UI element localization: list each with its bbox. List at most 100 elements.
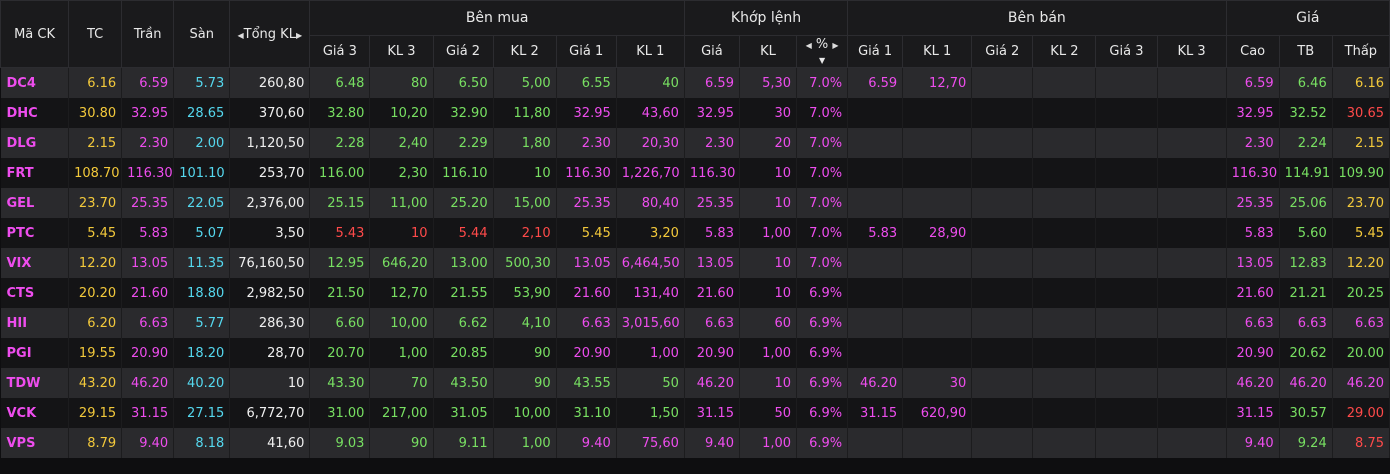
table-row[interactable]: CTS 20.20 21.60 18.80 2,982,50 21.50 12,70 21.5… xyxy=(0,278,1390,308)
stock-symbol[interactable]: VIX xyxy=(0,248,70,278)
price-board: Mã CK TC Trần Sàn ◀Tổng KL▶ Bên mua Khớp… xyxy=(0,0,1390,458)
caret-left-icon[interactable]: ◀ xyxy=(237,30,244,40)
stock-symbol[interactable]: DHC xyxy=(0,98,70,128)
stock-symbol[interactable]: VPS xyxy=(0,428,70,458)
ask-price-2 xyxy=(971,67,1034,98)
header-floor[interactable]: Sàn xyxy=(173,0,231,68)
table-row[interactable]: DLG 2.15 2.30 2.00 1,120,50 2.28 2,40 2.29 1,80 2… xyxy=(0,128,1390,158)
total-volume: 76,160,50 xyxy=(229,248,311,278)
ask-price-2 xyxy=(971,248,1034,278)
match-percent: 6.9% xyxy=(796,368,849,398)
caret-left-icon[interactable]: ◀ xyxy=(805,40,812,50)
table-row[interactable]: VCK 29.15 31.15 27.15 6,772,70 31.00 217,00 31.… xyxy=(0,398,1390,428)
match-price: 116.30 xyxy=(684,158,740,188)
bid-volume-2: 4,10 xyxy=(493,308,557,338)
ask-price-1 xyxy=(847,278,904,308)
stock-symbol[interactable]: DC4 xyxy=(0,67,70,98)
table-row[interactable]: DC4 6.16 6.59 5.73 260,80 6.48 80 6.50 5,00 6.55 4… xyxy=(0,67,1390,98)
bid-price-1: 5.45 xyxy=(556,218,617,248)
stock-symbol[interactable]: PGI xyxy=(0,338,70,368)
table-row[interactable]: VPS 8.79 9.40 8.18 41,60 9.03 90 9.11 1,00 9.40 75… xyxy=(0,428,1390,458)
stock-symbol[interactable]: PTC xyxy=(0,218,70,248)
high-price: 31.15 xyxy=(1226,398,1280,428)
ceiling-price: 6.63 xyxy=(121,308,175,338)
reference-price: 30.80 xyxy=(68,98,123,128)
table-row[interactable]: TDW 43.20 46.20 40.20 10 43.30 70 43.50 90 43.55 5… xyxy=(0,368,1390,398)
bid-price-3: 12.95 xyxy=(309,248,371,278)
bid-price-1: 20.90 xyxy=(556,338,617,368)
table-row[interactable]: VIX 12.20 13.05 11.35 76,160,50 12.95 646,20 13… xyxy=(0,248,1390,278)
bid-volume-1: 75,60 xyxy=(616,428,685,458)
sort-down-icon[interactable]: ▼ xyxy=(818,55,826,65)
low-price: 12.20 xyxy=(1332,248,1390,278)
bid-volume-3: 80 xyxy=(369,67,434,98)
caret-right-icon[interactable]: ▶ xyxy=(295,30,303,40)
header-buy-group: Bên mua xyxy=(309,0,685,36)
high-price: 46.20 xyxy=(1226,368,1280,398)
bid-volume-1: 80,40 xyxy=(616,188,685,218)
table-row[interactable]: GEL 23.70 25.35 22.05 2,376,00 25.15 11,00 25.2… xyxy=(0,188,1390,218)
average-price: 9.24 xyxy=(1279,428,1333,458)
total-volume: 2,982,50 xyxy=(229,278,311,308)
match-volume: 10 xyxy=(739,248,798,278)
ask-price-1 xyxy=(847,188,904,218)
table-row[interactable]: FRT 108.70 116.30 101.10 253,70 116.00 2,30 116… xyxy=(0,158,1390,188)
total-volume: 10 xyxy=(229,368,311,398)
header-sell-group: Bên bán xyxy=(847,0,1227,36)
bid-price-2: 2.29 xyxy=(433,128,494,158)
average-price: 114.91 xyxy=(1279,158,1333,188)
header-match-percent[interactable]: ◀ % ▶ ▼ xyxy=(796,35,849,68)
stock-symbol[interactable]: FRT xyxy=(0,158,70,188)
match-volume: 20 xyxy=(739,128,798,158)
ask-price-3 xyxy=(1095,128,1158,158)
table-row[interactable]: HII 6.20 6.63 5.77 286,30 6.60 10,00 6.62 4,10 6.… xyxy=(0,308,1390,338)
header-sell-col: KL 3 xyxy=(1156,35,1227,68)
bid-volume-2: 90 xyxy=(493,368,557,398)
bid-price-2: 32.90 xyxy=(433,98,494,128)
header-total-volume[interactable]: ◀Tổng KL▶ xyxy=(229,0,311,68)
header-match-col: KL xyxy=(738,35,798,68)
header-ceiling[interactable]: Trần xyxy=(121,0,175,68)
stock-symbol[interactable]: VCK xyxy=(0,398,70,428)
ceiling-price: 9.40 xyxy=(121,428,175,458)
bid-volume-1: 3,20 xyxy=(616,218,685,248)
caret-right-icon[interactable]: ▶ xyxy=(832,40,839,50)
ask-volume-3 xyxy=(1157,338,1227,368)
stock-symbol[interactable]: TDW xyxy=(0,368,70,398)
average-price: 20.62 xyxy=(1279,338,1333,368)
table-row[interactable]: PGI 19.55 20.90 18.20 28,70 20.70 1,00 20.85 90 2… xyxy=(0,338,1390,368)
bid-price-1: 32.95 xyxy=(556,98,617,128)
stock-symbol[interactable]: CTS xyxy=(0,278,70,308)
reference-price: 8.79 xyxy=(68,428,123,458)
high-price: 116.30 xyxy=(1226,158,1280,188)
ask-price-1 xyxy=(847,338,904,368)
average-price: 46.20 xyxy=(1279,368,1333,398)
stock-symbol[interactable]: GEL xyxy=(0,188,70,218)
stock-symbol[interactable]: HII xyxy=(0,308,70,338)
ask-price-2 xyxy=(971,368,1034,398)
ask-volume-2 xyxy=(1032,158,1097,188)
match-volume: 10 xyxy=(739,278,798,308)
bid-price-2: 6.50 xyxy=(433,67,494,98)
ask-price-1 xyxy=(847,248,904,278)
header-sell-col: Giá 1 xyxy=(847,35,904,68)
ask-volume-3 xyxy=(1157,248,1227,278)
reference-price: 2.15 xyxy=(68,128,123,158)
ask-volume-1 xyxy=(902,428,973,458)
ask-volume-2 xyxy=(1032,128,1097,158)
header-symbol[interactable]: Mã CK xyxy=(0,0,70,68)
stock-symbol[interactable]: DLG xyxy=(0,128,70,158)
match-percent: 7.0% xyxy=(796,248,849,278)
bid-price-2: 21.55 xyxy=(433,278,494,308)
bid-price-1: 2.30 xyxy=(556,128,617,158)
bid-price-2: 13.00 xyxy=(433,248,494,278)
ceiling-price: 21.60 xyxy=(121,278,175,308)
match-percent: 6.9% xyxy=(796,338,849,368)
header-reference[interactable]: TC xyxy=(68,0,123,68)
ask-price-1 xyxy=(847,308,904,338)
bid-volume-2: 10,00 xyxy=(493,398,557,428)
match-percent: 7.0% xyxy=(796,128,849,158)
table-row[interactable]: PTC 5.45 5.83 5.07 3,50 5.43 10 5.44 2,10 5.45 3,2… xyxy=(0,218,1390,248)
table-row[interactable]: DHC 30.80 32.95 28.65 370,60 32.80 10,20 32.90 1… xyxy=(0,98,1390,128)
ask-volume-1: 12,70 xyxy=(902,67,973,98)
